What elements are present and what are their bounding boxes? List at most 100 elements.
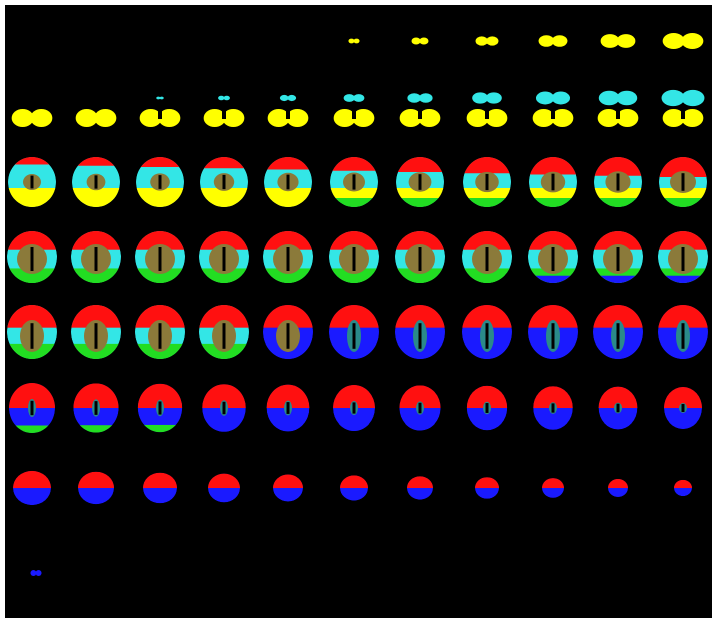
region — [533, 386, 573, 408]
region — [395, 231, 445, 250]
lobe — [681, 33, 704, 49]
slice — [528, 231, 578, 283]
slice — [7, 305, 57, 359]
lobe — [399, 109, 422, 127]
slice — [593, 231, 643, 283]
region — [137, 424, 183, 433]
region — [78, 471, 114, 488]
lobe — [485, 109, 508, 127]
lobe — [75, 109, 98, 127]
region — [399, 423, 441, 431]
lobe — [538, 35, 555, 47]
region — [674, 479, 692, 488]
region — [608, 479, 628, 488]
ventricle — [485, 403, 489, 413]
region — [395, 275, 445, 283]
slice — [593, 305, 643, 359]
slice — [136, 157, 184, 207]
ventricle — [222, 323, 226, 349]
slice — [396, 157, 444, 207]
ventricle — [286, 402, 290, 414]
lobe — [159, 96, 164, 100]
slice — [395, 305, 445, 359]
slice — [659, 157, 707, 207]
ventricle — [681, 247, 685, 271]
slice — [329, 305, 379, 359]
lobe — [419, 37, 429, 45]
slice — [658, 231, 708, 283]
ventricle — [616, 323, 620, 349]
lobe — [343, 94, 355, 102]
region — [72, 198, 120, 207]
region — [466, 423, 508, 431]
region — [407, 476, 433, 488]
region — [329, 305, 379, 328]
region — [330, 157, 378, 171]
ventricle — [681, 404, 685, 412]
ventricle — [418, 402, 422, 414]
region — [594, 198, 642, 207]
lobe — [353, 94, 365, 102]
lobe — [472, 92, 489, 104]
slice — [463, 157, 511, 207]
region — [71, 275, 121, 283]
region — [462, 305, 512, 328]
region — [71, 231, 121, 250]
ventricle — [158, 175, 162, 189]
lobe — [11, 109, 34, 127]
slice — [608, 479, 628, 497]
lobe — [267, 109, 290, 127]
region — [340, 475, 368, 488]
region — [200, 198, 248, 207]
slice — [266, 384, 310, 432]
lobe — [535, 91, 555, 105]
slice — [199, 305, 249, 359]
region — [462, 231, 512, 250]
ventricle — [485, 173, 489, 191]
lobe — [348, 38, 355, 44]
ventricle — [418, 323, 422, 349]
region — [199, 275, 249, 283]
region — [658, 305, 708, 328]
region — [333, 385, 375, 408]
ventricle — [616, 173, 620, 191]
ventricle — [158, 323, 162, 349]
lobe — [485, 92, 502, 104]
lobe — [353, 38, 360, 44]
gap — [681, 109, 685, 119]
gap — [352, 109, 356, 119]
region — [659, 198, 707, 207]
region — [396, 198, 444, 207]
slice — [475, 477, 499, 499]
region — [263, 305, 313, 328]
region — [399, 385, 441, 408]
gap — [551, 109, 555, 119]
slice — [143, 472, 177, 504]
lobe — [418, 93, 433, 103]
slice — [466, 385, 508, 431]
region — [463, 198, 511, 207]
slice — [533, 386, 573, 430]
ventricle — [222, 247, 226, 271]
region — [199, 305, 249, 328]
gap — [616, 109, 620, 119]
ventricle — [681, 323, 685, 349]
slice — [333, 385, 375, 431]
region — [462, 275, 512, 283]
slice — [200, 157, 248, 207]
lobe — [661, 89, 685, 107]
slice — [7, 231, 57, 283]
lobe — [600, 34, 620, 48]
slice — [78, 471, 114, 505]
ventricle — [286, 247, 290, 271]
region — [598, 386, 638, 408]
lobe — [551, 35, 568, 47]
slice — [330, 157, 378, 207]
ventricle — [485, 323, 489, 349]
region — [72, 188, 120, 198]
region — [136, 188, 184, 198]
ventricle — [352, 247, 356, 271]
lobe — [287, 94, 297, 102]
region — [266, 424, 310, 432]
